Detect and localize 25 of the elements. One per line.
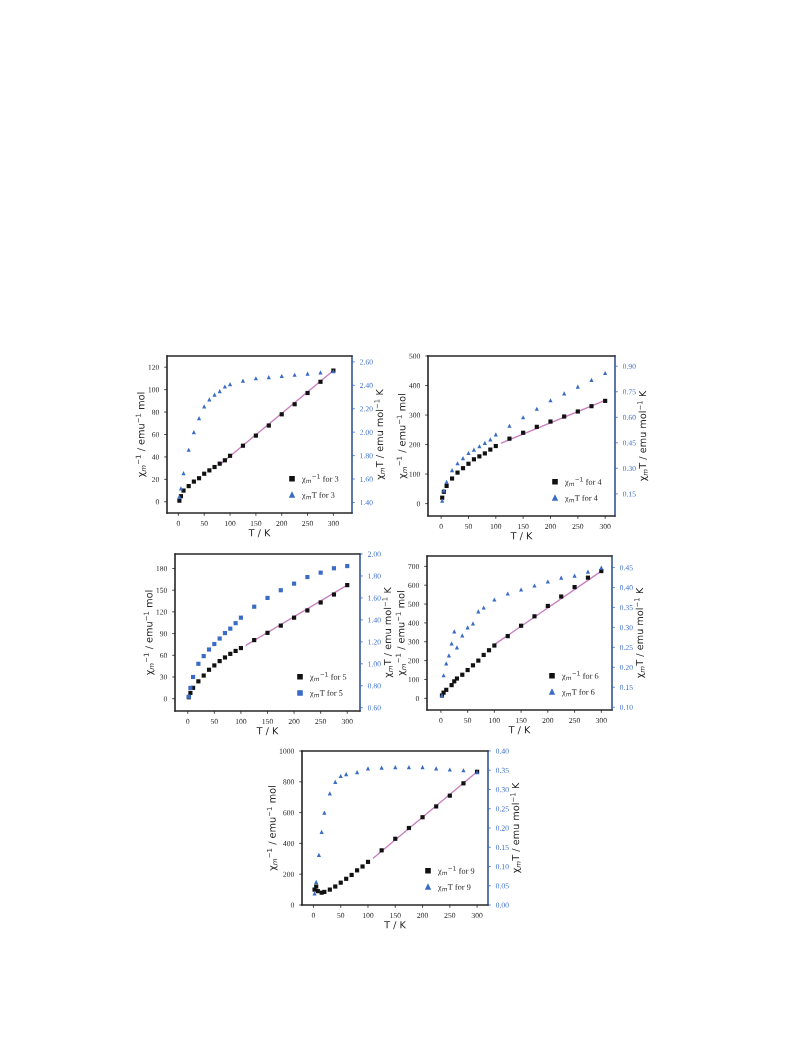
y2-axis-title: χ$_{m}$T / emu mol$^{−1}$ K (382, 586, 394, 678)
y-axis-title: χ$_{m}$$^{−1}$ / emu$^{−1}$ mol (396, 394, 408, 479)
y-axis-title: χ$_{m}$$^{−1}$ / emu$^{−1}$ mol (135, 392, 147, 478)
y2-axis-title: χ$_{m}$T / emu mol$^{−1}$ K (510, 782, 522, 874)
legend-label: χ$_{m}$T for 4 (564, 494, 598, 503)
legend-label: χ$_{m}$$^{−1}$ for 5 (309, 672, 347, 682)
x-axis-title: T / K (510, 532, 533, 541)
y2-axis-title: χ$_{m}$T / emu mol$^{−1}$ K (637, 390, 649, 482)
y2-axis-title: χ$_{m}$T / emu mol$^{−1}$ K (634, 587, 646, 679)
x-axis-title: T / K (256, 727, 279, 736)
legend-label: χ$_{m}$T for 6 (561, 688, 595, 697)
x-axis-title: T / K (248, 529, 271, 538)
legend-label: χ$_{m}$T for 9 (437, 883, 471, 892)
x-axis-title: T / K (508, 726, 531, 735)
legend-label: χ$_{m}$$^{−1}$ for 9 (437, 866, 475, 876)
y-axis-title: χ$_{m}$$^{−1}$ / emu$^{−1}$ mol (266, 786, 278, 871)
y-axis-title: χ$_{m}$$^{−1}$ / emu$^{−1}$ mol (395, 591, 407, 676)
legend-label: χ$_{m}$$^{−1}$ for 4 (564, 477, 602, 487)
legend-label: χ$_{m}$$^{−1}$ for 3 (301, 474, 339, 484)
x-axis-title: T / K (384, 921, 407, 930)
legend-label: χ$_{m}$$^{−1}$ for 6 (561, 671, 599, 681)
y2-axis-title: χ$_{m}$T / emu mol$^{−1}$ K (374, 388, 386, 480)
legend-label: χ$_{m}$T for 5 (309, 689, 343, 698)
legend-label: χ$_{m}$T for 3 (301, 491, 335, 500)
y-axis-title: χ$_{m}$$^{−1}$ / emu$^{−1}$ mol (143, 590, 155, 676)
